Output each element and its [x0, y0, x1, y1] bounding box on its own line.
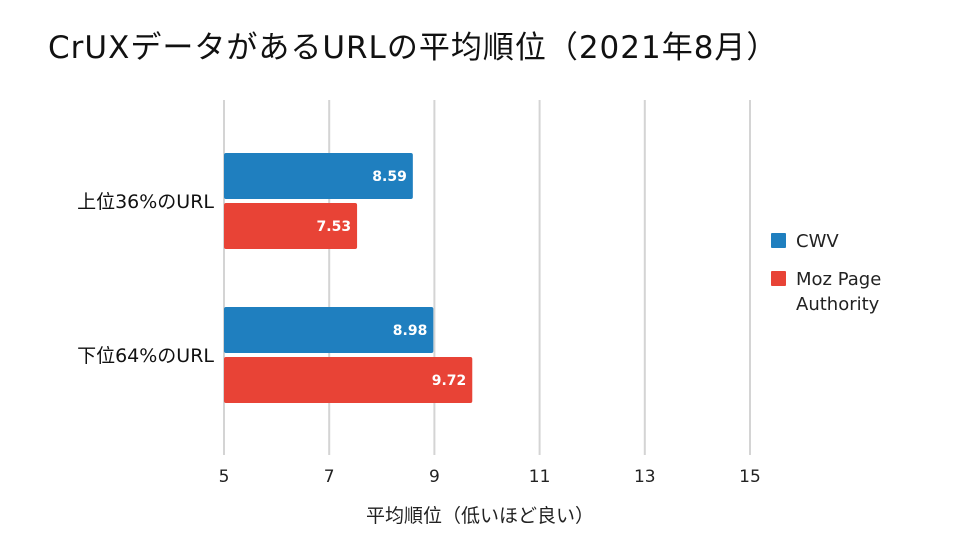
data-label: 8.98 [393, 323, 428, 339]
category-label: 下位64%のURL [77, 345, 214, 367]
x-tick-label: 15 [739, 467, 761, 487]
legend-label: CWV [796, 231, 839, 252]
legend-label: Moz Page [796, 269, 881, 290]
x-tick-label: 5 [219, 467, 230, 487]
x-tick-label: 11 [529, 467, 551, 487]
data-label: 8.59 [372, 169, 407, 185]
bar-cwv [224, 307, 434, 353]
x-tick-label: 13 [634, 467, 656, 487]
bar-moz [224, 357, 473, 403]
legend-swatch [771, 233, 786, 248]
chart-title: CrUXデータがあるURLの平均順位（2021年8月） [48, 30, 779, 66]
legend-label: Authority [796, 294, 880, 315]
bar-moz [224, 203, 358, 249]
data-label: 7.53 [317, 219, 352, 235]
data-label: 9.72 [432, 373, 467, 389]
x-axis-label: 平均順位（低いほど良い） [366, 505, 594, 527]
x-tick-label: 7 [324, 467, 335, 487]
category-label: 上位36%のURL [77, 191, 214, 213]
x-tick-label: 9 [429, 467, 440, 487]
legend-swatch [771, 271, 786, 286]
bar-cwv [224, 153, 413, 199]
